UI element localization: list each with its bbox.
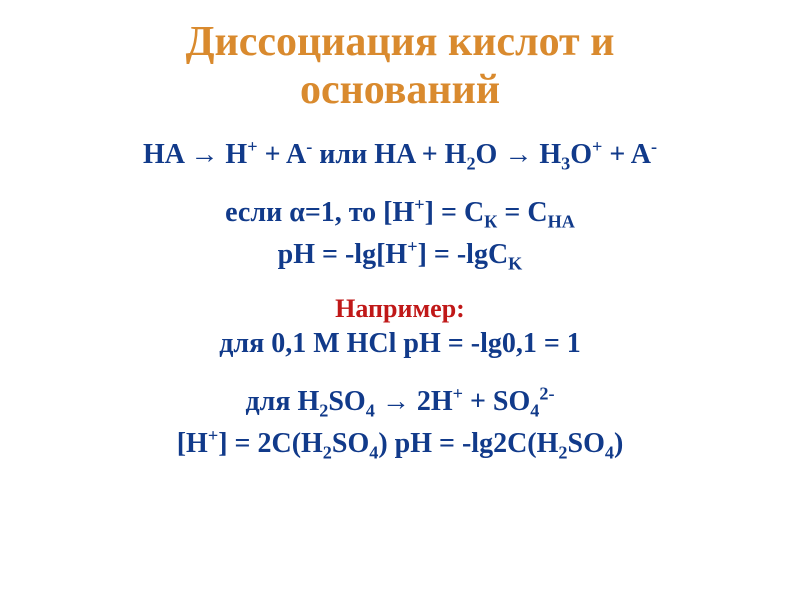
equation-4: для 0,1 М HCl pH = -lg0,1 = 1 (219, 326, 581, 362)
equation-1: HA → H+ + A- или HA + H2O → H3O+ + A- (143, 137, 657, 173)
equation-3: pH = -lg[H+] = -lgCK (278, 237, 523, 273)
equation-2: если α=1, то [H+] = СК = СНА (225, 195, 575, 231)
slide-title: Диссоциация кислот и оснований (186, 18, 615, 115)
title-line1: Диссоциация кислот и (186, 19, 615, 65)
equation-5: для H2SO4 → 2H+ + SO42- (245, 384, 554, 420)
title-line2: оснований (300, 67, 500, 113)
equation-6: [H+] = 2C(H2SO4) pH = -lg2C(H2SO4) (177, 426, 624, 462)
example-label: Например: (335, 292, 465, 326)
